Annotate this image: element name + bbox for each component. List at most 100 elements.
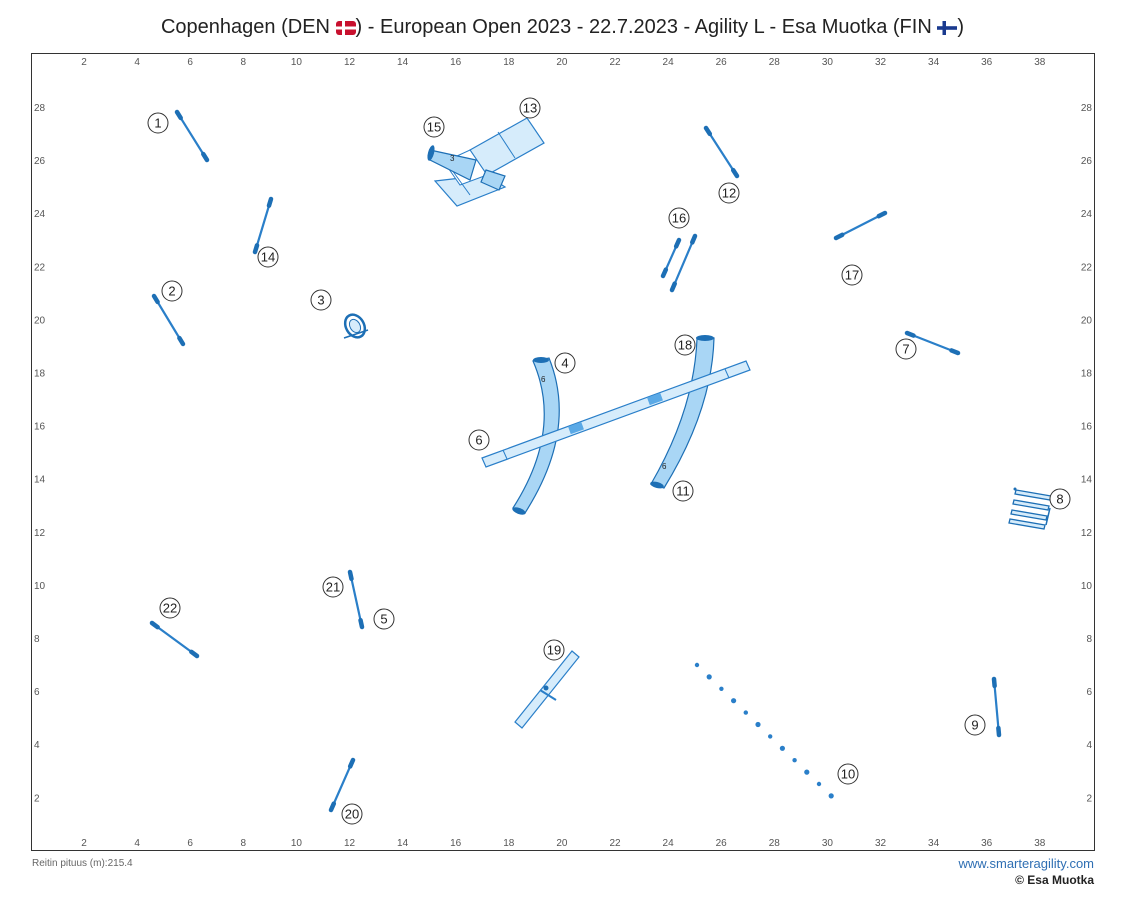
axis-ticks: 2244668810101212141416161818202022222424… (34, 57, 1092, 849)
y-tick-left: 20 (34, 315, 46, 326)
x-tick-top: 14 (397, 57, 409, 68)
x-tick-bottom: 16 (450, 838, 462, 849)
y-tick-right: 24 (1081, 209, 1093, 220)
jump-16b (669, 233, 698, 293)
x-tick-top: 12 (344, 57, 356, 68)
x-tick-bottom: 32 (875, 838, 887, 849)
svg-text:9: 9 (971, 718, 978, 733)
svg-text:1: 1 (154, 116, 161, 131)
x-tick-bottom: 18 (503, 838, 515, 849)
y-tick-left: 26 (34, 156, 46, 167)
x-tick-top: 10 (291, 57, 303, 68)
x-tick-top: 8 (241, 57, 247, 68)
obstacle-number-10: 10 (837, 763, 859, 785)
website-link[interactable]: www.smarteragility.com (958, 856, 1094, 871)
y-tick-left: 24 (34, 209, 46, 220)
x-tick-bottom: 28 (769, 838, 781, 849)
svg-text:2: 2 (168, 284, 175, 299)
obstacle-number-13: 13 (519, 97, 541, 119)
title-part-3: ) (957, 16, 964, 38)
svg-text:8: 8 (1056, 492, 1063, 507)
svg-text:4: 4 (561, 356, 568, 371)
x-tick-bottom: 10 (291, 838, 303, 849)
jump-1 (174, 109, 210, 163)
y-tick-right: 4 (1086, 740, 1092, 751)
x-tick-bottom: 30 (822, 838, 834, 849)
svg-text:5: 5 (380, 612, 387, 627)
svg-text:11: 11 (676, 484, 690, 499)
y-tick-right: 10 (1081, 581, 1093, 592)
jump-14 (252, 196, 274, 255)
x-tick-bottom: 34 (928, 838, 940, 849)
obstacle-number-2: 2 (161, 280, 183, 302)
jump-17 (833, 210, 888, 241)
finland-flag-icon (937, 18, 958, 41)
x-tick-bottom: 12 (344, 838, 356, 849)
y-tick-right: 12 (1081, 528, 1093, 539)
course-length: Reitin pituus (m):215.4 (32, 858, 133, 869)
tunnel-label-11: 6 (662, 462, 667, 471)
svg-text:13: 13 (523, 101, 537, 116)
obstacle-number-16: 16 (668, 207, 690, 229)
obstacle-number-20: 20 (341, 803, 363, 825)
x-tick-top: 36 (981, 57, 993, 68)
jump-22 (149, 620, 200, 659)
obstacle-number-12: 12 (718, 182, 740, 204)
dog-walk-6 (481, 360, 751, 468)
jump-5 (347, 569, 365, 630)
y-tick-left: 28 (34, 103, 46, 114)
obstacle-number-8: 8 (1049, 488, 1071, 510)
y-tick-right: 14 (1081, 475, 1093, 486)
obstacle-number-3: 3 (310, 289, 332, 311)
equipment-layer: 3 6 6 (149, 109, 1052, 813)
y-tick-right: 8 (1086, 634, 1092, 645)
y-tick-right: 16 (1081, 422, 1093, 433)
course-border (31, 53, 1095, 851)
y-tick-right: 20 (1081, 315, 1093, 326)
y-tick-left: 22 (34, 262, 46, 273)
y-tick-left: 12 (34, 528, 46, 539)
course-title: Copenhagen (DEN ) - European Open 2023 -… (0, 16, 1125, 41)
svg-text:10: 10 (841, 767, 855, 782)
x-tick-top: 6 (187, 57, 193, 68)
x-tick-top: 24 (663, 57, 675, 68)
y-tick-left: 4 (34, 740, 40, 751)
y-tick-left: 6 (34, 687, 40, 698)
x-tick-top: 4 (134, 57, 140, 68)
x-tick-top: 20 (556, 57, 568, 68)
svg-text:20: 20 (345, 807, 359, 822)
svg-text:15: 15 (427, 120, 441, 135)
x-tick-top: 38 (1034, 57, 1046, 68)
svg-text:19: 19 (547, 643, 561, 658)
y-tick-right: 6 (1086, 687, 1092, 698)
jump-20 (328, 757, 356, 813)
tunnel-label-3: 3 (450, 154, 455, 163)
x-tick-top: 28 (769, 57, 781, 68)
x-tick-top: 26 (716, 57, 728, 68)
x-tick-bottom: 26 (716, 838, 728, 849)
y-tick-right: 22 (1081, 262, 1093, 273)
obstacle-number-5: 5 (373, 608, 395, 630)
x-tick-top: 2 (81, 57, 87, 68)
y-tick-right: 2 (1086, 793, 1092, 804)
y-tick-left: 16 (34, 422, 46, 433)
obstacle-number-7: 7 (895, 338, 917, 360)
jump-12 (703, 125, 740, 179)
y-tick-right: 28 (1081, 103, 1093, 114)
obstacle-number-9: 9 (964, 714, 986, 736)
x-tick-bottom: 4 (134, 838, 140, 849)
obstacle-number-14: 14 (257, 246, 279, 268)
svg-text:12: 12 (722, 186, 736, 201)
obstacle-number-22: 22 (159, 597, 181, 619)
svg-text:14: 14 (261, 250, 275, 265)
x-tick-top: 18 (503, 57, 515, 68)
obstacle-number-4: 4 (554, 352, 576, 374)
tyre-3 (343, 313, 369, 339)
obstacle-number-21: 21 (322, 576, 344, 598)
svg-text:21: 21 (326, 580, 340, 595)
svg-text:18: 18 (678, 338, 692, 353)
obstacle-number-15: 15 (423, 116, 445, 138)
obstacle-number-18: 18 (674, 334, 696, 356)
